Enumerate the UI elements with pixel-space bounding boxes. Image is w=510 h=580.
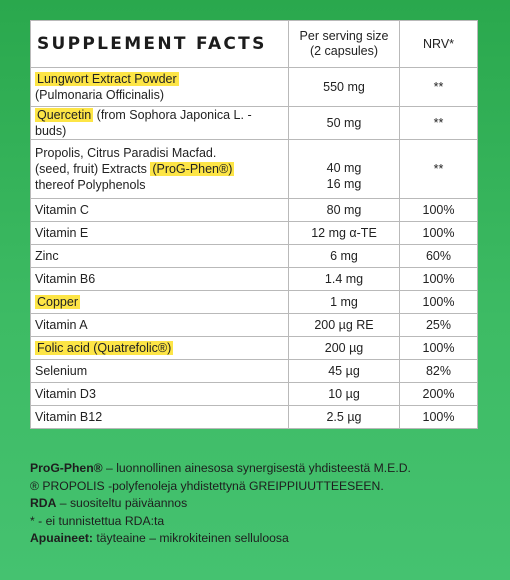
footer-term-progphen: ProG-Phen®: [30, 461, 103, 475]
serving-size-line1: Per serving size: [299, 29, 389, 43]
ingredient-name: Vitamin E: [30, 221, 289, 245]
highlighted-name: (ProG-Phen®): [150, 162, 235, 176]
footer-line-excipients: Apuaineet: täyteaine – mikrokiteinen sel…: [30, 530, 480, 548]
footer-desc-excipients: täyteaine – mikrokiteinen selluloosa: [92, 531, 289, 545]
ingredient-name: Propolis, Citrus Paradisi Macfad. (seed,…: [30, 139, 289, 199]
highlighted-name: Folic acid (Quatrefolic®): [35, 341, 174, 355]
footer-line-asterisk: * - ei tunnistettua RDA:ta: [30, 513, 165, 528]
table-title: SUPPLEMENT FACTS: [30, 20, 289, 68]
amount: 40 mg 16 mg: [288, 139, 400, 199]
footer-notes: ProG-Phen® – luonnollinen ainesosa syner…: [30, 460, 480, 548]
nrv-value: 100%: [399, 405, 478, 429]
table-row: Lungwort Extract Powder (Pulmonaria Offi…: [30, 67, 478, 107]
ingredient-name: Copper: [30, 290, 289, 314]
highlighted-name: Lungwort Extract Powder: [35, 72, 179, 86]
supplement-facts-panel: SUPPLEMENT FACTS Per serving size (2 cap…: [30, 20, 478, 429]
nrv-value: 100%: [399, 336, 478, 360]
highlighted-name: Copper: [35, 295, 80, 309]
highlighted-name: Quercetin: [35, 108, 94, 122]
ingredient-line1: Propolis, Citrus Paradisi Macfad.: [35, 146, 217, 160]
nrv-value: 100%: [399, 267, 478, 291]
footer-desc-progphen: – luonnollinen ainesosa synergisestä yhd…: [102, 461, 411, 475]
table-row: Selenium 45 µg 82%: [30, 359, 478, 383]
nrv-value: 100%: [399, 221, 478, 245]
ingredient-line3: thereof Polyphenols: [35, 178, 146, 192]
nrv-value: **: [399, 139, 478, 199]
nrv-value: 100%: [399, 198, 478, 222]
serving-size-header: Per serving size (2 capsules): [288, 20, 400, 68]
ingredient-name: Selenium: [30, 359, 289, 383]
ingredient-name: Vitamin B6: [30, 267, 289, 291]
amount: 200 µg: [288, 336, 400, 360]
table-row: Copper 1 mg 100%: [30, 290, 478, 314]
nrv-value: **: [399, 67, 478, 107]
ingredient-line2: (seed, fruit) Extracts: [35, 162, 151, 176]
amount: 1 mg: [288, 290, 400, 314]
table-row: Folic acid (Quatrefolic®) 200 µg 100%: [30, 336, 478, 360]
footer-term-rda: RDA: [30, 496, 57, 510]
amount: 45 µg: [288, 359, 400, 383]
amount: 1.4 mg: [288, 267, 400, 291]
nrv-value: 200%: [399, 382, 478, 406]
ingredient-name: Vitamin D3: [30, 382, 289, 406]
table-row: Vitamin B6 1.4 mg 100%: [30, 267, 478, 291]
ingredient-source: (from Sophora Japonica L. - buds): [35, 108, 252, 138]
amount: 10 µg: [288, 382, 400, 406]
nrv-value: 100%: [399, 290, 478, 314]
nrv-value: 82%: [399, 359, 478, 383]
ingredient-name: Vitamin A: [30, 313, 289, 337]
footer-term-excipients: Apuaineet:: [30, 531, 93, 545]
table-row: Vitamin C 80 mg 100%: [30, 198, 478, 222]
nrv-value: 60%: [399, 244, 478, 268]
amount-polyphenols: 16 mg: [326, 177, 362, 191]
table-row: Zinc 6 mg 60%: [30, 244, 478, 268]
table-row: Vitamin B12 2.5 µg 100%: [30, 405, 478, 429]
footer-line-progphen: ProG-Phen® – luonnollinen ainesosa syner…: [30, 460, 480, 478]
table-row: Propolis, Citrus Paradisi Macfad. (seed,…: [30, 139, 478, 199]
table-row: Vitamin E 12 mg α-TE 100%: [30, 221, 478, 245]
serving-size-line2: (2 capsules): [309, 44, 379, 58]
amount: 550 mg: [288, 67, 400, 107]
ingredient-name: Quercetin (from Sophora Japonica L. - bu…: [30, 106, 289, 140]
footer-line-propolis: ® PROPOLIS -polyfenoleja yhdistettynä GR…: [30, 478, 384, 493]
table-row: Quercetin (from Sophora Japonica L. - bu…: [30, 106, 478, 140]
amount: 50 mg: [288, 106, 400, 140]
table-row: Vitamin D3 10 µg 200%: [30, 382, 478, 406]
ingredient-name: Zinc: [30, 244, 289, 268]
amount: 6 mg: [288, 244, 400, 268]
footer-line-rda: RDA – suositeltu päiväannos: [30, 495, 480, 513]
nrv-header: NRV*: [399, 20, 478, 68]
nrv-value: 25%: [399, 313, 478, 337]
amount: 200 µg RE: [288, 313, 400, 337]
supplement-facts-table: SUPPLEMENT FACTS Per serving size (2 cap…: [30, 20, 478, 429]
ingredient-name: Vitamin B12: [30, 405, 289, 429]
amount: 80 mg: [288, 198, 400, 222]
nrv-value: **: [399, 106, 478, 140]
amount: 2.5 µg: [288, 405, 400, 429]
table-row: Vitamin A 200 µg RE 25%: [30, 313, 478, 337]
footer-desc-rda: – suositeltu päiväannos: [56, 496, 188, 510]
ingredient-name: Folic acid (Quatrefolic®): [30, 336, 289, 360]
ingredient-latin-name: (Pulmonaria Officinalis): [35, 88, 164, 102]
amount: 12 mg α-TE: [288, 221, 400, 245]
table-header-row: SUPPLEMENT FACTS Per serving size (2 cap…: [30, 20, 478, 68]
ingredient-name: Lungwort Extract Powder (Pulmonaria Offi…: [30, 67, 289, 107]
ingredient-name: Vitamin C: [30, 198, 289, 222]
amount-extract: 40 mg: [326, 161, 362, 175]
